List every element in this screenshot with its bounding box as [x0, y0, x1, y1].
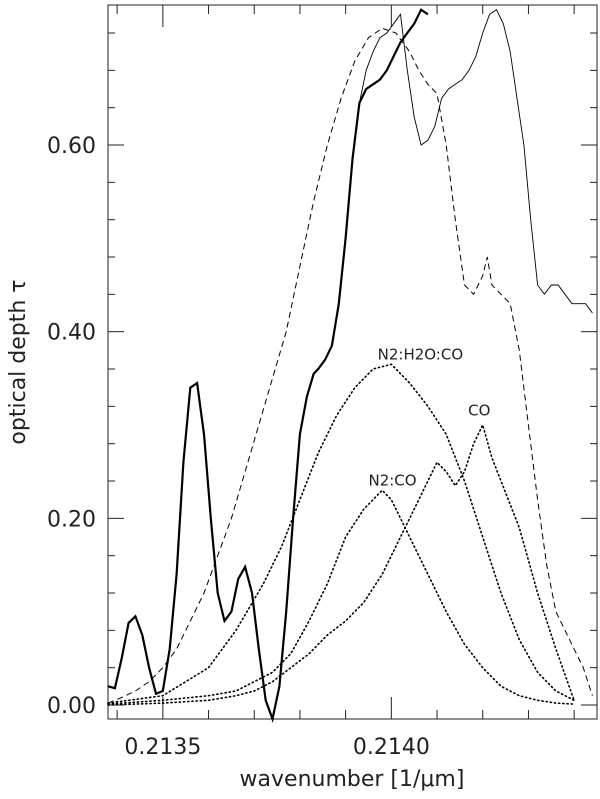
axis-ticks: 0.2135 0.2140 0.00 0.20 0.40 0.60	[47, 5, 597, 760]
x-tick-label: 0.2135	[124, 735, 201, 760]
x-tick-label: 0.2140	[353, 735, 430, 760]
y-axis-title: optical depth τ	[6, 279, 31, 444]
annotation-label: N2:H2O:CO	[378, 346, 464, 364]
series-line-co	[107, 422, 575, 706]
y-tick-label: 0.40	[47, 321, 96, 346]
annotations-group: N2:H2O:CO CO N2:CO	[368, 346, 490, 490]
annotation-label: N2:CO	[368, 472, 416, 490]
series-group	[107, 8, 593, 723]
y-tick-label: 0.60	[47, 134, 96, 159]
series-line-solid-thick-0	[107, 8, 429, 723]
series-line-dashed-2	[107, 27, 593, 704]
series-line-n2-h2o-co	[107, 363, 575, 704]
series-line-solid-thin-1	[317, 9, 593, 370]
y-tick-label: 0.00	[47, 694, 96, 719]
x-axis-title: wavenumber [1/μm]	[240, 767, 465, 792]
plot-frame	[107, 4, 598, 720]
annotation-label: CO	[468, 402, 490, 420]
series-line-n2-co	[107, 489, 575, 705]
y-tick-label: 0.20	[47, 507, 96, 532]
